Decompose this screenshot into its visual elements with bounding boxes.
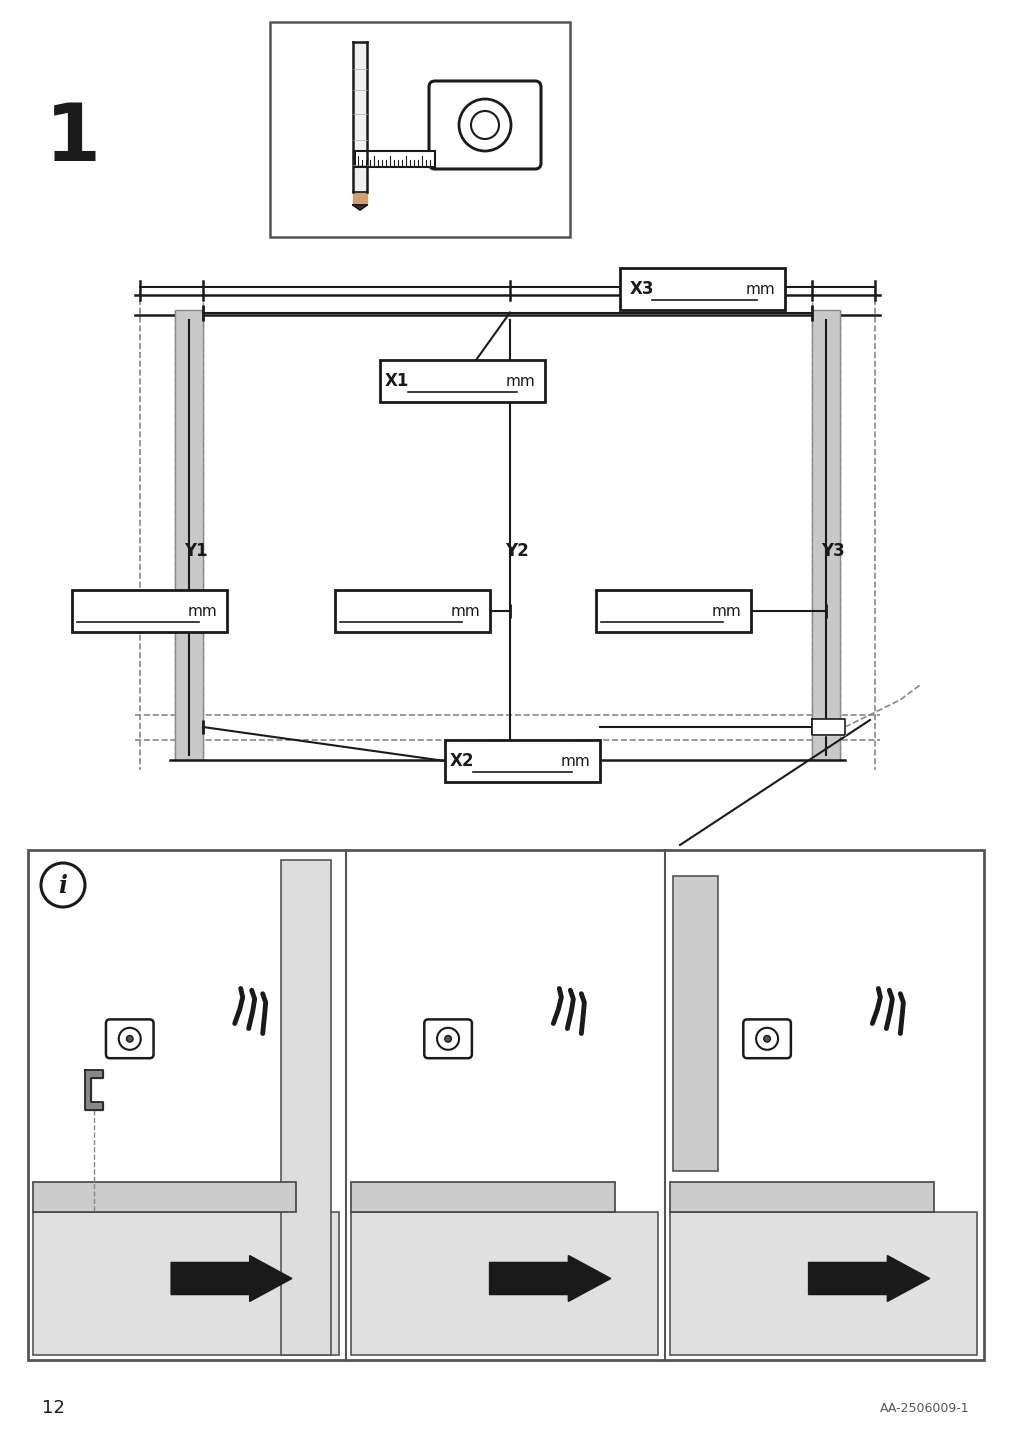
- Text: X1: X1: [384, 372, 409, 390]
- Circle shape: [470, 112, 498, 139]
- Bar: [33, 1213, 339, 1355]
- Bar: [620, 268, 785, 309]
- Text: Y2: Y2: [504, 541, 528, 560]
- Bar: [270, 21, 569, 238]
- Bar: [351, 1213, 657, 1355]
- Circle shape: [437, 1028, 459, 1050]
- Circle shape: [445, 1035, 451, 1042]
- Text: X3: X3: [630, 281, 654, 298]
- Text: mm: mm: [711, 603, 740, 619]
- FancyBboxPatch shape: [429, 82, 541, 169]
- Polygon shape: [489, 1256, 611, 1302]
- Bar: [28, 851, 983, 1360]
- Text: mm: mm: [560, 753, 589, 769]
- Polygon shape: [353, 42, 367, 192]
- Circle shape: [41, 863, 85, 906]
- Circle shape: [126, 1035, 132, 1042]
- Text: mm: mm: [187, 603, 216, 619]
- Text: Y1: Y1: [184, 541, 207, 560]
- Text: 12: 12: [42, 1399, 65, 1418]
- Bar: [445, 740, 600, 782]
- Bar: [351, 1181, 615, 1213]
- Polygon shape: [808, 1256, 929, 1302]
- Bar: [335, 590, 489, 632]
- Bar: [672, 875, 717, 1171]
- Text: mm: mm: [744, 282, 774, 296]
- Text: mm: mm: [450, 603, 479, 619]
- Text: 1: 1: [44, 100, 101, 178]
- Polygon shape: [353, 192, 367, 205]
- Text: mm: mm: [504, 374, 535, 388]
- Bar: [355, 150, 435, 168]
- Circle shape: [763, 1035, 769, 1042]
- Bar: [175, 309, 203, 760]
- Bar: [281, 861, 331, 1355]
- Text: AA-2506009-1: AA-2506009-1: [880, 1402, 969, 1415]
- Polygon shape: [171, 1256, 291, 1302]
- Circle shape: [755, 1028, 777, 1050]
- Polygon shape: [811, 719, 844, 735]
- Bar: [72, 590, 226, 632]
- Circle shape: [459, 99, 511, 150]
- Text: X2: X2: [450, 752, 474, 770]
- Text: i: i: [59, 874, 68, 898]
- Circle shape: [118, 1028, 141, 1050]
- Bar: [595, 590, 750, 632]
- FancyBboxPatch shape: [742, 1020, 791, 1058]
- Text: Y3: Y3: [820, 541, 844, 560]
- Bar: [33, 1181, 295, 1213]
- Bar: [811, 309, 839, 760]
- FancyBboxPatch shape: [106, 1020, 154, 1058]
- FancyBboxPatch shape: [424, 1020, 471, 1058]
- Polygon shape: [353, 205, 367, 211]
- Polygon shape: [85, 1070, 103, 1110]
- Bar: [669, 1213, 976, 1355]
- Bar: [669, 1181, 933, 1213]
- Bar: [379, 359, 545, 402]
